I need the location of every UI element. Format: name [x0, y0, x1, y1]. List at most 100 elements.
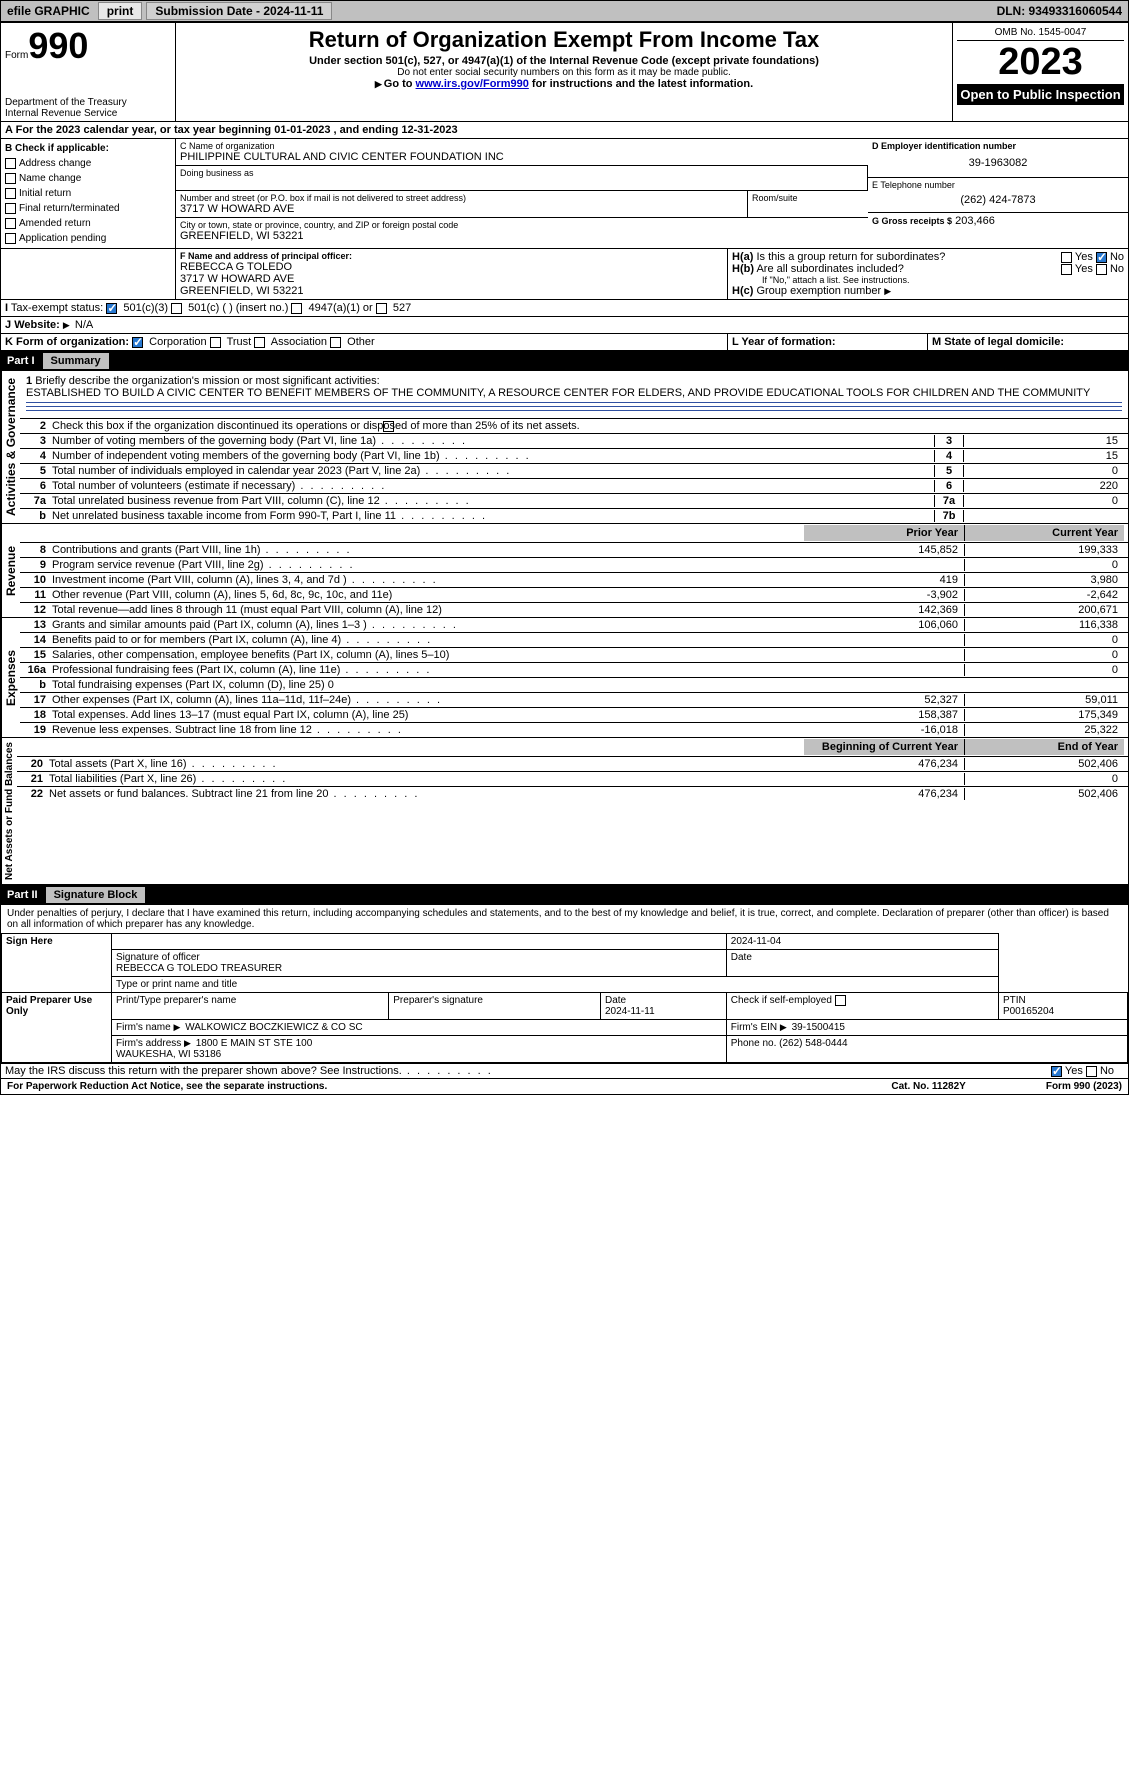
cb-discuss-yes[interactable]	[1051, 1066, 1062, 1077]
l8-prior: 145,852	[804, 544, 964, 556]
cb-final-return[interactable]	[5, 203, 16, 214]
cb-527[interactable]	[376, 303, 387, 314]
topbar: efile GRAPHIC print Submission Date - 20…	[0, 0, 1129, 22]
firm-ein: 39-1500415	[792, 1022, 845, 1033]
cb-hb-yes[interactable]	[1061, 264, 1072, 275]
l13-prior: 106,060	[804, 619, 964, 631]
cb-amended-return[interactable]	[5, 218, 16, 229]
form-instructions-link-line: Go to www.irs.gov/Form990 for instructio…	[180, 78, 948, 90]
submission-date-button[interactable]: Submission Date - 2024-11-11	[146, 2, 332, 20]
l13-current: 116,338	[964, 619, 1124, 631]
part-ii-tag: Part II	[7, 889, 46, 901]
l7a-val: 0	[964, 495, 1124, 507]
box-b: B Check if applicable: Address change Na…	[1, 139, 176, 249]
h-note: If "No," attach a list. See instructions…	[732, 275, 1124, 285]
part-ii-header: Part II Signature Block	[1, 885, 1128, 905]
form-number: 990	[28, 25, 88, 66]
cb-self-employed[interactable]	[835, 995, 846, 1006]
cb-discontinued[interactable]	[383, 421, 394, 432]
section-net-assets: Net Assets or Fund Balances Beginning of…	[1, 738, 1128, 885]
date-label: Date	[731, 952, 752, 963]
firm-addr2: WAUKESHA, WI 53186	[116, 1049, 221, 1060]
l11-current: -2,642	[964, 589, 1124, 601]
cb-application-pending[interactable]	[5, 233, 16, 244]
l14-current: 0	[964, 634, 1124, 646]
l9-current: 0	[964, 559, 1124, 571]
l19-current: 25,322	[964, 724, 1124, 736]
cb-discuss-no[interactable]	[1086, 1066, 1097, 1077]
form-subtitle-2: Do not enter social security numbers on …	[180, 67, 948, 78]
current-year-header: Current Year	[964, 525, 1124, 541]
form-org-label: K Form of organization:	[5, 336, 129, 348]
cb-501c[interactable]	[171, 303, 182, 314]
l5-val: 0	[964, 465, 1124, 477]
prep-sig-label: Preparer's signature	[389, 993, 601, 1020]
h-c-label: Group exemption number	[756, 285, 881, 297]
form-title-box: Return of Organization Exempt From Incom…	[176, 23, 953, 121]
l22-current: 502,406	[964, 788, 1124, 800]
l8-current: 199,333	[964, 544, 1124, 556]
vlabel-expenses: Expenses	[1, 618, 20, 737]
officer-addr1: 3717 W HOWARD AVE	[180, 273, 723, 285]
part-ii-title: Signature Block	[46, 887, 146, 903]
l21-current: 0	[964, 773, 1124, 785]
cb-501c3[interactable]	[106, 303, 117, 314]
cb-ha-yes[interactable]	[1061, 252, 1072, 263]
vlabel-governance: Activities & Governance	[1, 371, 20, 523]
l3-desc: Number of voting members of the governin…	[52, 435, 934, 447]
org-name: PHILIPPINE CULTURAL AND CIVIC CENTER FOU…	[180, 151, 864, 163]
tax-status-label: Tax-exempt status:	[11, 302, 103, 314]
officer-name: REBECCA G TOLEDO	[180, 261, 723, 273]
cb-4947[interactable]	[291, 303, 302, 314]
officer-label: F Name and address of principal officer:	[180, 251, 723, 261]
firm-addr1: 1800 E MAIN ST STE 100	[196, 1038, 313, 1049]
cb-initial-return[interactable]	[5, 188, 16, 199]
l11-prior: -3,902	[804, 589, 964, 601]
addr-label: Number and street (or P.O. box if mail i…	[180, 193, 743, 203]
officer-addr2: GREENFIELD, WI 53221	[180, 285, 723, 297]
cb-hb-no[interactable]	[1096, 264, 1107, 275]
ein-value: 39-1963082	[872, 151, 1124, 175]
h-b-label: Are all subordinates included?	[756, 263, 903, 275]
l15-current: 0	[964, 649, 1124, 661]
perjury-statement: Under penalties of perjury, I declare th…	[1, 905, 1128, 933]
l10-prior: 419	[804, 574, 964, 586]
print-button[interactable]: print	[98, 2, 143, 20]
l12-prior: 142,369	[804, 604, 964, 616]
vlabel-net-assets: Net Assets or Fund Balances	[1, 738, 17, 884]
state-domicile-label: M State of legal domicile:	[932, 336, 1064, 348]
irs-link[interactable]: www.irs.gov/Form990	[416, 78, 529, 90]
section-revenue: Revenue Prior YearCurrent Year 8Contribu…	[1, 524, 1128, 618]
efile-label: efile GRAPHIC	[1, 4, 96, 18]
firm-name: WALKOWICZ BOCZKIEWICZ & CO SC	[185, 1022, 362, 1033]
l5-desc: Total number of individuals employed in …	[52, 465, 934, 477]
form-990-container: Form990 Department of the Treasury Inter…	[0, 22, 1129, 1095]
l16a-current: 0	[964, 664, 1124, 676]
cb-ha-no[interactable]	[1096, 252, 1107, 263]
cb-corp[interactable]	[132, 337, 143, 348]
form-footer: For Paperwork Reduction Act Notice, see …	[1, 1079, 1128, 1094]
phone-value: (262) 424-7873	[872, 190, 1124, 210]
firm-phone: (262) 548-0444	[779, 1038, 847, 1049]
cb-address-change[interactable]	[5, 158, 16, 169]
phone-label: E Telephone number	[872, 180, 1124, 190]
prior-year-header: Prior Year	[804, 525, 964, 541]
l7a-desc: Total unrelated business revenue from Pa…	[52, 495, 934, 507]
cb-trust[interactable]	[210, 337, 221, 348]
sign-date: 2024-11-04	[726, 934, 998, 950]
l6-val: 220	[964, 480, 1124, 492]
period-line: A For the 2023 calendar year, or tax yea…	[1, 122, 1128, 139]
end-year-header: End of Year	[964, 739, 1124, 755]
cb-name-change[interactable]	[5, 173, 16, 184]
part-i-title: Summary	[43, 353, 109, 369]
cb-other[interactable]	[330, 337, 341, 348]
l4-desc: Number of independent voting members of …	[52, 450, 934, 462]
part-i-header: Part I Summary	[1, 351, 1128, 371]
form-prefix: Form	[5, 50, 28, 61]
box-d-e-g: D Employer identification number 39-1963…	[868, 139, 1128, 249]
form-title: Return of Organization Exempt From Incom…	[180, 27, 948, 53]
paid-preparer-label: Paid Preparer Use Only	[2, 993, 112, 1063]
part-i-tag: Part I	[7, 355, 43, 367]
l12-current: 200,671	[964, 604, 1124, 616]
cb-assoc[interactable]	[254, 337, 265, 348]
